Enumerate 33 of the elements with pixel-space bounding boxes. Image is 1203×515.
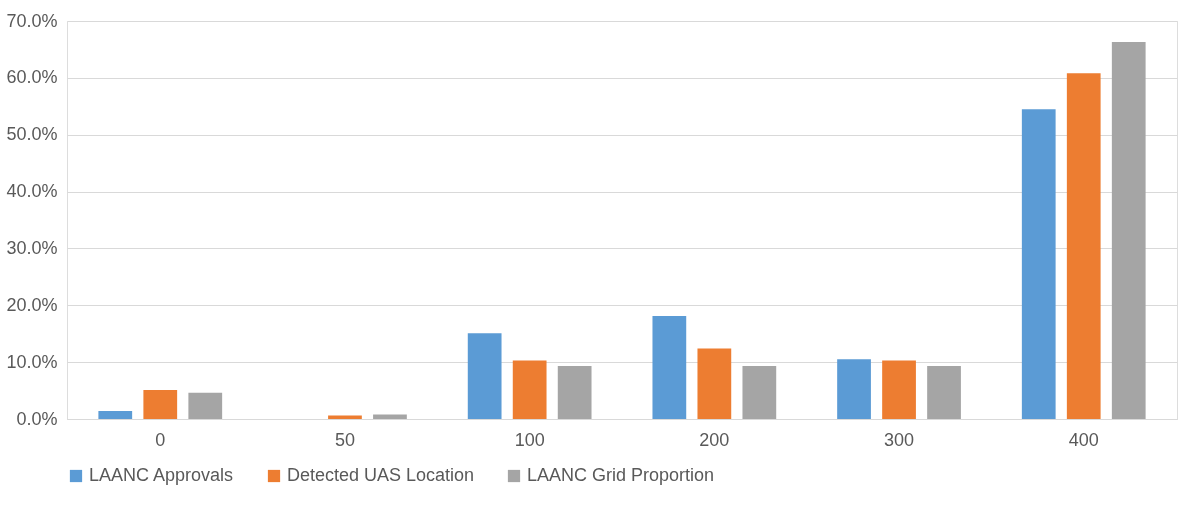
x-tick-label: 300 [884, 429, 915, 450]
y-tick-label: 60.0% [6, 67, 58, 88]
x-tick-label: 100 [514, 429, 545, 450]
bar [143, 390, 178, 419]
bar [652, 316, 687, 419]
bar [742, 366, 777, 419]
x-tick-label: 400 [1068, 429, 1099, 450]
y-tick-label: 50.0% [6, 124, 58, 145]
bar [98, 411, 133, 419]
legend-label: LAANC Grid Proportion [527, 465, 715, 485]
bar [1021, 109, 1056, 419]
y-tick-label: 40.0% [6, 181, 58, 202]
y-tick-label: 0.0% [16, 408, 58, 429]
legend-label: Detected UAS Location [287, 465, 475, 485]
y-tick-label: 70.0% [6, 10, 58, 31]
x-tick-label: 0 [155, 429, 166, 450]
bar [512, 360, 547, 419]
bar [882, 360, 916, 419]
bar [1066, 73, 1101, 419]
bar [557, 366, 592, 419]
x-tick-label: 200 [699, 429, 730, 450]
bar [837, 359, 871, 419]
y-tick-label: 20.0% [6, 294, 58, 315]
bar [373, 414, 407, 419]
bar [188, 392, 223, 419]
bar [1111, 42, 1146, 419]
y-tick-label: 10.0% [6, 351, 58, 372]
x-tick-label: 50 [334, 429, 355, 450]
legend-label: LAANC Approvals [89, 465, 234, 485]
bar [467, 333, 502, 419]
bar [697, 348, 732, 419]
bar [927, 366, 961, 419]
y-tick-label: 30.0% [6, 237, 58, 258]
